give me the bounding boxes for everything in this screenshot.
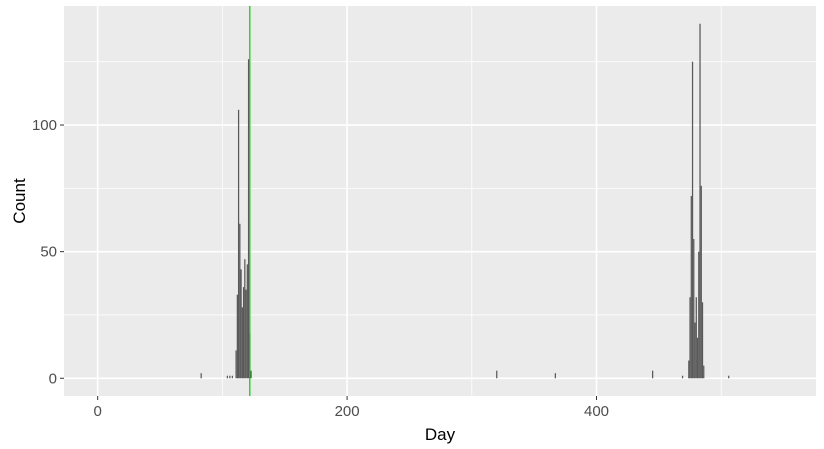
grid-major	[64, 6, 816, 396]
bar	[226, 375, 228, 379]
bar	[728, 375, 730, 379]
bar	[700, 185, 702, 379]
bar	[694, 322, 696, 379]
bar	[554, 373, 556, 379]
bar	[247, 59, 250, 379]
bar	[652, 370, 654, 379]
bar	[689, 297, 691, 379]
bar	[695, 297, 697, 379]
bar	[250, 370, 252, 379]
y-axis-title: Count	[10, 178, 29, 224]
x-axis: 0 200 400	[93, 396, 609, 420]
bar	[688, 360, 690, 379]
y-tick-label: 0	[49, 370, 57, 387]
x-tick-label: 400	[584, 403, 609, 420]
x-axis-title: Day	[425, 425, 456, 444]
bar	[237, 109, 240, 379]
y-tick-label: 50	[40, 244, 57, 261]
bar	[200, 373, 202, 379]
y-axis: 0 50 100	[32, 117, 64, 387]
bar	[693, 238, 695, 379]
bar	[701, 302, 704, 379]
plot-panel	[64, 6, 816, 396]
bar	[245, 289, 247, 379]
bar	[235, 350, 237, 379]
x-tick-label: 200	[335, 403, 360, 420]
bar	[696, 337, 699, 379]
bar	[699, 23, 701, 379]
bar	[231, 375, 233, 379]
bar	[246, 264, 248, 379]
bar	[690, 195, 692, 379]
bar	[242, 287, 245, 379]
bar-group	[200, 23, 730, 379]
bar	[496, 370, 498, 379]
bar	[229, 375, 231, 379]
bar	[691, 61, 694, 379]
bar	[240, 269, 242, 379]
bar	[681, 375, 684, 379]
x-tick-label: 0	[93, 403, 101, 420]
bar	[239, 223, 241, 379]
bar	[241, 307, 243, 379]
bar	[244, 259, 246, 379]
bar	[698, 251, 700, 379]
bar	[236, 294, 238, 379]
y-tick-label: 100	[32, 117, 57, 134]
bar	[703, 365, 705, 379]
